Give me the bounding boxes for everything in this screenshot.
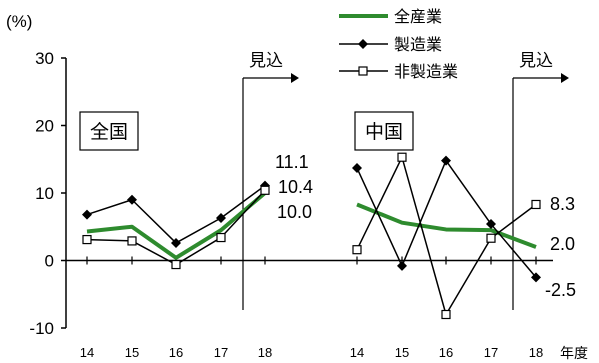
point-manufacturing bbox=[171, 237, 181, 248]
x-tick-label: 16 bbox=[439, 345, 453, 360]
x-tick-label: 14 bbox=[80, 345, 94, 360]
series-line-all-industries bbox=[86, 191, 267, 260]
panel-title-box bbox=[354, 111, 414, 151]
x-axis-label: 年度 bbox=[560, 345, 588, 361]
y-tick-label: 10 bbox=[35, 184, 54, 203]
end-value-label: 10.4 bbox=[278, 177, 313, 197]
point-non-manufacturing bbox=[531, 199, 541, 210]
point-non-manufacturing bbox=[352, 245, 362, 255]
point-manufacturing bbox=[441, 155, 451, 166]
point-non-manufacturing bbox=[441, 309, 451, 320]
forecast-arrow-head bbox=[561, 73, 569, 83]
point-manufacturing bbox=[82, 209, 92, 220]
point-non-manufacturing bbox=[171, 259, 181, 270]
panel-title: 全国 bbox=[90, 121, 128, 143]
x-tick-label: 18 bbox=[529, 345, 543, 360]
y-tick-label: 0 bbox=[45, 252, 54, 271]
series-line-all-industries bbox=[356, 202, 537, 249]
point-non-manufacturing bbox=[397, 152, 407, 162]
legend-label: 非製造業 bbox=[394, 63, 458, 81]
forecast-label: 見込 bbox=[249, 51, 283, 70]
end-value-label: -2.5 bbox=[545, 280, 576, 300]
point-non-manufacturing bbox=[216, 232, 226, 243]
legend-label: 製造業 bbox=[394, 36, 442, 54]
x-tick-label: 16 bbox=[169, 345, 183, 360]
panel-title-box bbox=[79, 111, 139, 151]
end-value-label: 11.1 bbox=[275, 152, 309, 172]
point-manufacturing bbox=[352, 163, 362, 174]
y-tick-label: 30 bbox=[35, 49, 54, 68]
panel-title: 中国 bbox=[365, 121, 403, 143]
y-tick-label: -10 bbox=[29, 319, 54, 338]
chart-axes: -10 0 10 20 30 bbox=[29, 49, 553, 338]
point-manufacturing bbox=[216, 212, 226, 223]
legend-marker-manufacturing bbox=[358, 39, 368, 49]
y-axis-unit: (%) bbox=[6, 12, 32, 31]
point-non-manufacturing bbox=[260, 185, 270, 195]
point-non-manufacturing bbox=[486, 233, 496, 243]
end-value-label: 10.0 bbox=[277, 202, 312, 222]
point-manufacturing bbox=[531, 272, 541, 283]
point-non-manufacturing bbox=[82, 234, 92, 245]
x-tick-label: 15 bbox=[125, 345, 139, 360]
x-tick-label: 15 bbox=[395, 345, 409, 360]
point-non-manufacturing bbox=[127, 236, 137, 246]
x-tick-label: 14 bbox=[350, 345, 364, 360]
x-tick-label: 17 bbox=[484, 345, 498, 360]
x-tick-label: 17 bbox=[214, 345, 228, 360]
forecast-label: 見込 bbox=[519, 51, 553, 70]
forecast-arrow-head bbox=[291, 73, 299, 83]
end-value-label: 8.3 bbox=[550, 194, 575, 214]
point-manufacturing bbox=[397, 260, 407, 271]
end-value-label: 2.0 bbox=[550, 234, 575, 254]
y-tick-label: 20 bbox=[35, 117, 54, 136]
point-manufacturing bbox=[127, 194, 137, 205]
x-tick-label: 18 bbox=[258, 345, 272, 360]
legend-label: 全産業 bbox=[394, 8, 442, 26]
legend-marker-non-manufacturing bbox=[358, 66, 368, 76]
point-manufacturing bbox=[486, 219, 496, 230]
